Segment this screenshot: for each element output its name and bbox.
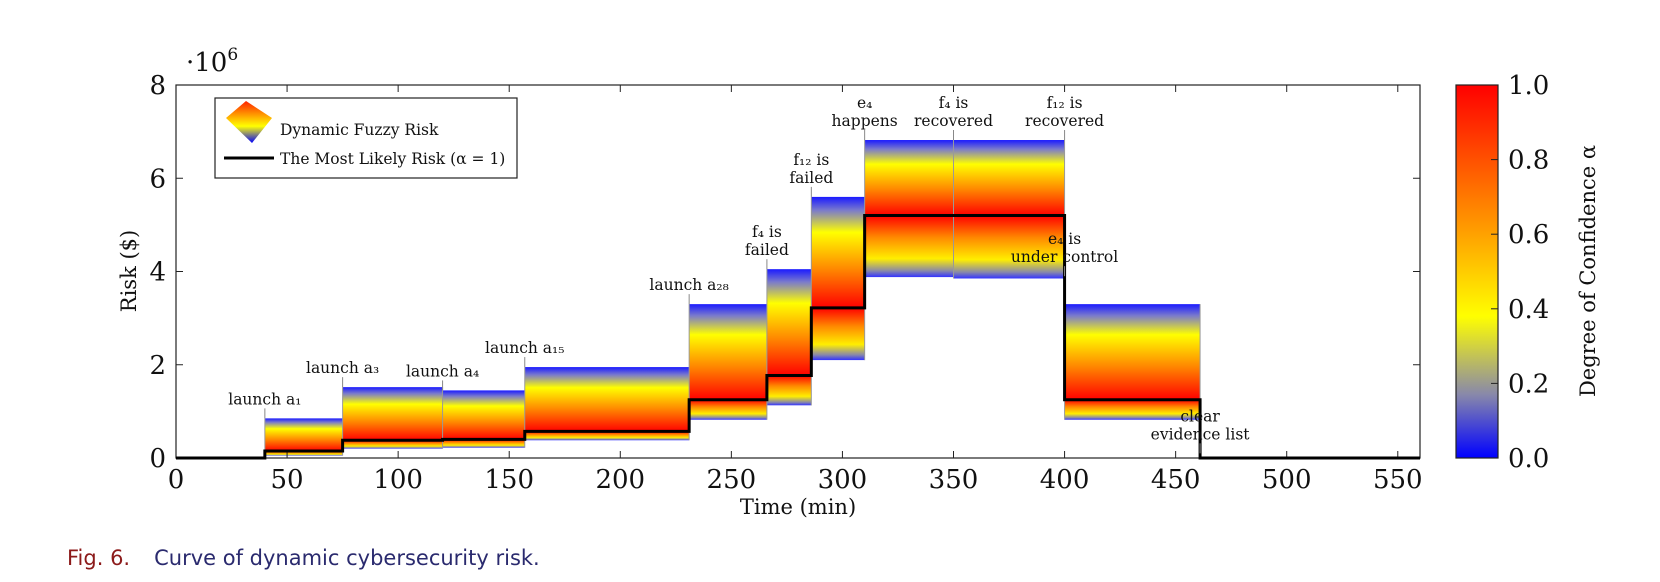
x-tick-labels: 0 50 100 150 200 250 300 350 400 450 500 550 bbox=[168, 465, 1423, 495]
annotation-label: f₄ is bbox=[752, 223, 782, 241]
annotation-label: happens bbox=[832, 112, 898, 130]
x-tick-label: 200 bbox=[595, 465, 645, 495]
annotation-label: failed bbox=[745, 241, 789, 259]
risk-band bbox=[766, 269, 812, 406]
most-likely-risk-line bbox=[176, 214, 1420, 460]
y-tick-label: 2 bbox=[149, 351, 166, 381]
annotation-label: evidence list bbox=[1151, 425, 1251, 443]
y-multiplier: ·106 bbox=[186, 45, 238, 78]
x-tick-label: 0 bbox=[168, 465, 185, 495]
legend: Dynamic Fuzzy Risk The Most Likely Risk … bbox=[214, 97, 518, 179]
risk-band bbox=[953, 140, 1065, 279]
x-tick-label: 500 bbox=[1262, 465, 1312, 495]
x-tick-label: 250 bbox=[707, 465, 757, 495]
annotation-label: under control bbox=[1011, 248, 1118, 266]
risk-chart: launch a₁ launch a₃ launch a₄ launch a₁₅ lau… bbox=[117, 45, 1600, 519]
legend-likely-label: The Most Likely Risk (α = 1) bbox=[280, 150, 505, 168]
annotation-label: recovered bbox=[1025, 112, 1104, 130]
annotation-label: launch a₄ bbox=[406, 362, 479, 380]
risk-band bbox=[811, 196, 865, 361]
risk-band bbox=[689, 304, 767, 420]
risk-band bbox=[864, 140, 954, 278]
y-tick-label: 8 bbox=[149, 71, 166, 101]
annotation-label: f₁₂ is bbox=[793, 151, 829, 169]
annotation-label: launch a₃ bbox=[306, 359, 379, 377]
risk-band bbox=[524, 367, 690, 441]
x-tick-label: 150 bbox=[484, 465, 534, 495]
annotation-label: clear bbox=[1180, 407, 1220, 425]
colorbar-tick-label: 0.6 bbox=[1508, 220, 1549, 250]
x-tick-label: 100 bbox=[373, 465, 423, 495]
colorbar-gradient bbox=[1455, 84, 1499, 459]
annotation-label: recovered bbox=[914, 112, 993, 130]
x-tick-label: 550 bbox=[1373, 465, 1423, 495]
legend-fuzzy-swatch bbox=[226, 101, 272, 143]
legend-fuzzy-label: Dynamic Fuzzy Risk bbox=[280, 121, 439, 139]
caption-label: Fig. 6. bbox=[67, 546, 131, 570]
event-annotations: launch a₁ launch a₃ launch a₄ launch a₁₅ lau… bbox=[228, 94, 1251, 454]
risk-band bbox=[1064, 304, 1201, 420]
colorbar-tick-label: 1.0 bbox=[1508, 71, 1549, 101]
y-axis-label: Risk ($) bbox=[117, 230, 141, 312]
y-tick-label: 6 bbox=[149, 164, 166, 194]
caption-text: Curve of dynamic cybersecurity risk. bbox=[154, 546, 540, 570]
x-tick-label: 300 bbox=[818, 465, 868, 495]
annotation-label: f₁₂ is bbox=[1047, 94, 1083, 112]
x-tick-label: 400 bbox=[1040, 465, 1090, 495]
risk-band bbox=[264, 418, 343, 456]
x-axis-label: Time (min) bbox=[740, 495, 856, 519]
colorbar-tick-label: 0.0 bbox=[1508, 444, 1549, 474]
colorbar-tick-label: 0.8 bbox=[1508, 146, 1549, 176]
risk-band bbox=[342, 387, 443, 449]
y-tick-labels: 0 2 4 6 8 bbox=[149, 71, 166, 474]
annotation-label: e₄ bbox=[857, 94, 872, 112]
figure-caption: Fig. 6. Curve of dynamic cybersecurity ri… bbox=[67, 546, 540, 570]
annotation-label: e₄ is bbox=[1048, 230, 1081, 248]
annotation-label: failed bbox=[789, 169, 833, 187]
x-tick-label: 350 bbox=[929, 465, 979, 495]
fuzzy-risk-bands bbox=[264, 140, 1201, 456]
colorbar-label: Degree of Confidence α bbox=[1576, 145, 1600, 397]
x-tick-label: 450 bbox=[1151, 465, 1201, 495]
colorbar: 0.0 0.2 0.4 0.6 0.8 1.0 Degree of Confidence … bbox=[1455, 71, 1600, 474]
annotation-label: launch a₂₈ bbox=[649, 276, 728, 294]
annotation-label: launch a₁ bbox=[228, 390, 301, 408]
y-tick-label: 0 bbox=[149, 444, 166, 474]
colorbar-tick-label: 0.2 bbox=[1508, 369, 1549, 399]
annotation-label: launch a₁₅ bbox=[485, 339, 564, 357]
x-tick-label: 50 bbox=[271, 465, 304, 495]
colorbar-ticks: 0.0 0.2 0.4 0.6 0.8 1.0 bbox=[1491, 71, 1549, 474]
annotation-label: f₄ is bbox=[939, 94, 969, 112]
y-tick-label: 4 bbox=[149, 258, 166, 288]
legend-box bbox=[214, 97, 518, 179]
colorbar-tick-label: 0.4 bbox=[1508, 295, 1549, 325]
